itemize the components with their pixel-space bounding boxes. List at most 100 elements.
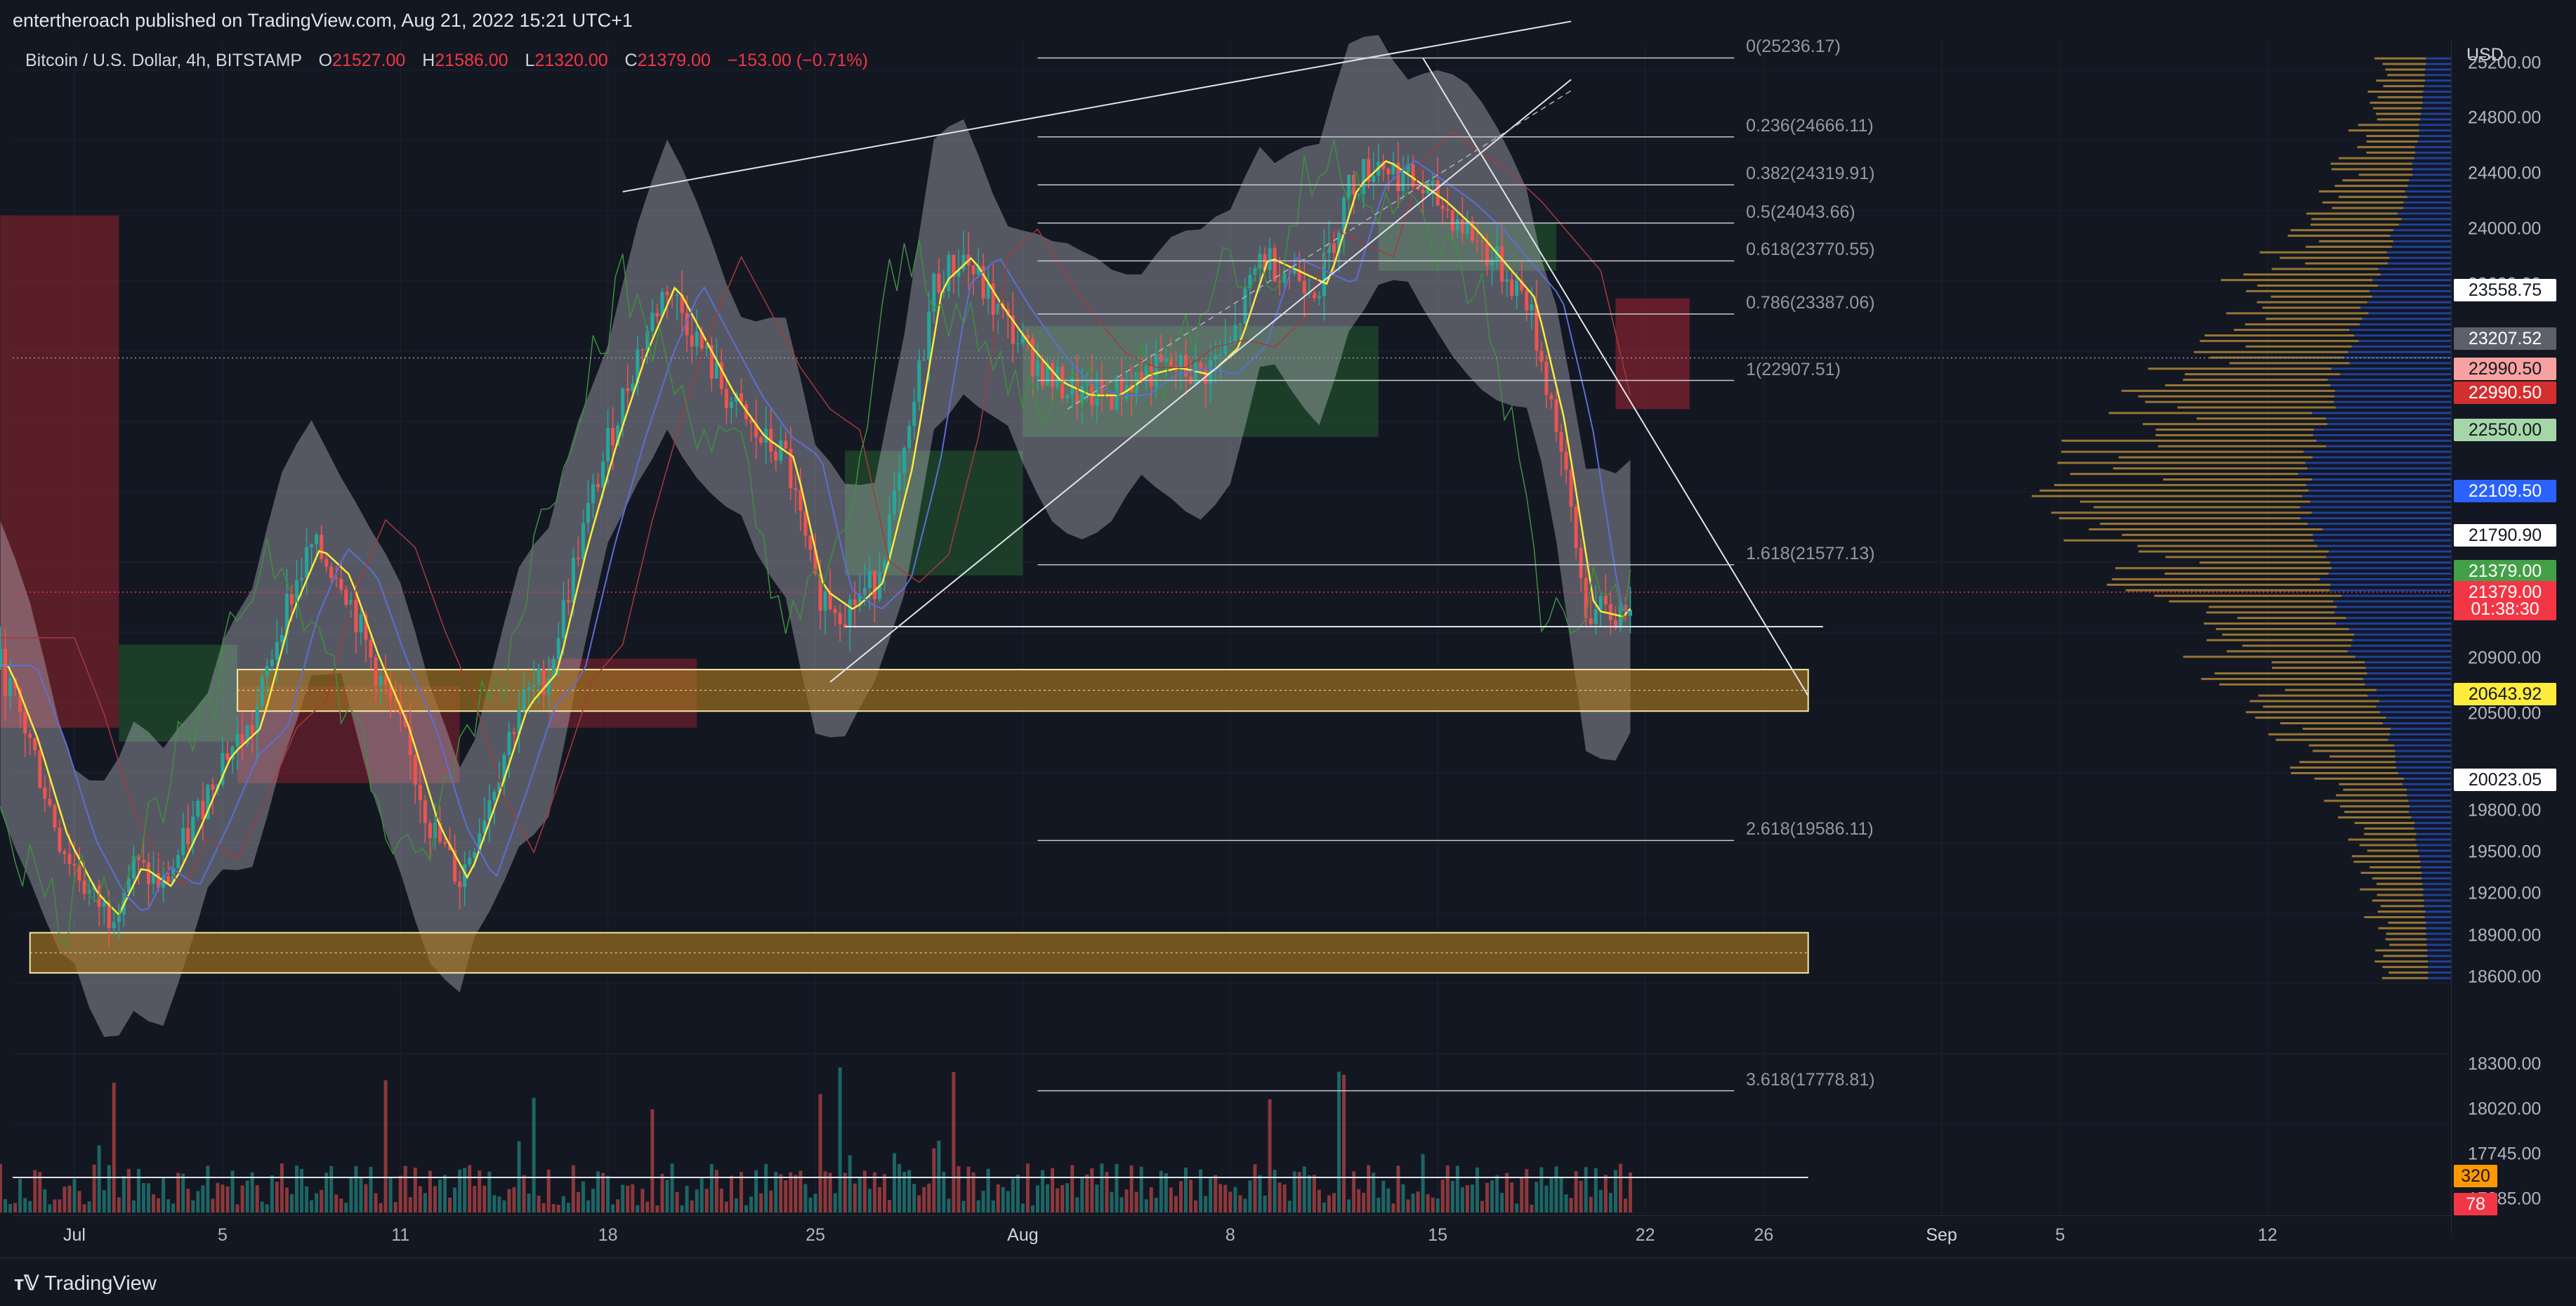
volume-bar	[1505, 1173, 1509, 1213]
candle-body	[803, 511, 808, 536]
candle-body	[1475, 240, 1479, 242]
candle-body	[1574, 507, 1578, 548]
candle-body	[359, 614, 363, 632]
candle-body	[942, 291, 946, 293]
candle-body	[665, 292, 669, 295]
price-tick: 20900.00	[2468, 648, 2542, 668]
profile-bar-up	[2393, 229, 2451, 232]
volume-bar	[857, 1177, 862, 1213]
candle-body	[221, 752, 225, 785]
candle-body	[1589, 618, 1593, 624]
candle-body	[1593, 609, 1598, 624]
volume-bar	[502, 1200, 506, 1213]
profile-bar-down	[2348, 129, 2419, 132]
profile-bar-down	[2374, 960, 2429, 963]
volume-bar	[478, 1170, 482, 1213]
symbol-legend: Bitcoin / U.S. Dollar, 4h, BITSTAMP O215…	[25, 51, 868, 71]
volume-bar	[1184, 1167, 1188, 1213]
candle-body	[1401, 172, 1405, 191]
volume-bar	[4, 1199, 8, 1213]
candle-body	[1455, 219, 1459, 231]
support-zone	[237, 669, 1809, 712]
volume-bar	[225, 1186, 230, 1213]
candle-body	[369, 639, 373, 658]
volume-bar	[764, 1163, 768, 1213]
price-badge: 22109.50	[2454, 479, 2556, 502]
candle-body	[566, 600, 570, 603]
profile-bar-up	[2304, 450, 2451, 453]
candle-body	[211, 784, 215, 790]
profile-bar-up	[2405, 190, 2451, 192]
volume-bar	[428, 1170, 432, 1213]
volume-bar	[1214, 1175, 1218, 1213]
candle-body	[270, 659, 274, 667]
volume-bar	[1510, 1182, 1514, 1213]
volume-bar	[1041, 1170, 1045, 1213]
low-label: L	[525, 51, 535, 70]
candle-body	[305, 547, 309, 578]
candle-body	[1090, 378, 1094, 405]
candle-body	[393, 698, 397, 702]
profile-bar-down	[2209, 356, 2344, 359]
profile-bar-up	[2379, 711, 2451, 714]
volume-bar	[1110, 1191, 1114, 1213]
volume-bar	[621, 1184, 625, 1213]
volume-bar	[1470, 1184, 1474, 1213]
profile-bar-up	[2320, 577, 2451, 580]
candle-body	[1608, 604, 1612, 620]
profile-bar-up	[2331, 567, 2451, 570]
volume-bar	[1036, 1185, 1039, 1213]
volume-bar	[423, 1193, 427, 1213]
profile-bar-up	[2403, 777, 2451, 780]
profile-bar-down	[2289, 766, 2396, 769]
profile-bar-up	[2395, 761, 2451, 764]
profile-bar-up	[2308, 489, 2451, 492]
profile-bar-up	[2426, 921, 2451, 924]
profile-bar-up	[2367, 694, 2451, 697]
tradingview-logo[interactable]: ᴛ𝕍 TradingView	[14, 1271, 157, 1295]
profile-bar-up	[2378, 268, 2451, 270]
volume-bar	[87, 1201, 91, 1213]
time-axis[interactable]	[13, 1215, 2451, 1257]
volume-bar	[596, 1171, 600, 1213]
profile-bar-down	[2383, 955, 2428, 958]
candle-body	[1396, 162, 1400, 191]
candle-body	[13, 678, 18, 689]
candle-body	[1584, 577, 1588, 619]
profile-bar-down	[2272, 667, 2366, 670]
profile-bar-down	[2360, 871, 2422, 874]
profile-bar-up	[2351, 644, 2451, 647]
volume-bar	[255, 1185, 259, 1213]
profile-bar-up	[2313, 433, 2451, 436]
volume-bar	[0, 1163, 2, 1213]
profile-bar-down	[2366, 140, 2418, 143]
profile-bar-down	[2058, 517, 2301, 520]
candle-body	[329, 566, 334, 578]
profile-bar-up	[2316, 439, 2451, 442]
cloud-segment	[1615, 298, 1690, 410]
volume-bar	[289, 1194, 294, 1213]
profile-bar-up	[2428, 977, 2451, 979]
volume-bar	[1455, 1165, 1459, 1213]
profile-bar-up	[2398, 223, 2451, 226]
volume-bar	[626, 1185, 630, 1213]
candle-body	[898, 473, 902, 490]
support-zones	[29, 669, 1809, 974]
profile-bar-up	[2414, 157, 2451, 159]
volume-bar	[734, 1198, 738, 1213]
volume-bar	[685, 1186, 689, 1213]
price-axis[interactable]	[2451, 39, 2576, 1234]
profile-bar-up	[2335, 406, 2451, 409]
volume-bar	[912, 1184, 916, 1213]
profile-bar-up	[2417, 844, 2451, 847]
volume-bar	[468, 1165, 472, 1213]
volume-bar	[893, 1153, 897, 1213]
volume-bar	[497, 1196, 501, 1213]
profile-bar-down	[2319, 240, 2393, 242]
volume-bar	[1589, 1196, 1593, 1213]
profile-bar-down	[2339, 195, 2407, 198]
candle-body	[18, 688, 22, 712]
volume-bar	[1460, 1187, 1464, 1213]
volume-bar	[922, 1187, 926, 1213]
